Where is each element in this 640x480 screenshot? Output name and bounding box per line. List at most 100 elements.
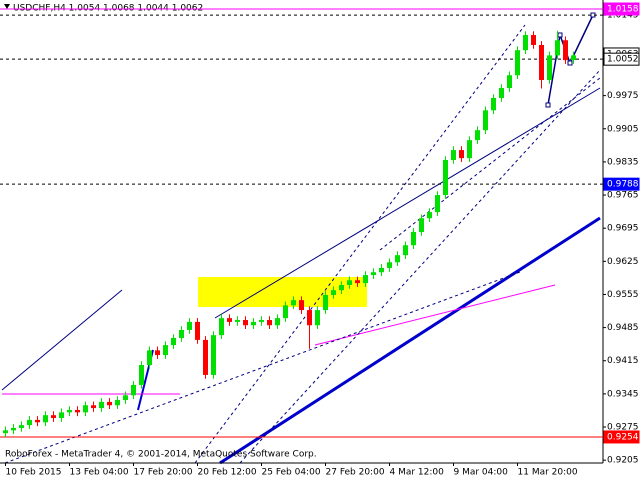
candle-body	[67, 409, 72, 413]
candle-body	[59, 412, 64, 419]
candle-body	[163, 345, 168, 356]
candle-body	[523, 35, 528, 51]
candle-body	[3, 430, 8, 434]
candle-body	[339, 284, 344, 291]
x-tick-label: 27 Feb 20:00	[326, 468, 385, 478]
candle-body	[395, 255, 400, 263]
trend-line	[314, 284, 556, 346]
candle-body	[75, 409, 80, 413]
candle-body	[107, 401, 112, 406]
candle-body	[19, 425, 24, 428]
candle-body	[491, 97, 496, 111]
candle-body	[563, 40, 568, 61]
symbol-icon	[4, 4, 10, 9]
forecast-point	[567, 60, 573, 66]
forecast-point	[557, 32, 563, 38]
candle-body	[171, 338, 176, 346]
candle-body	[299, 300, 304, 311]
price-label-box	[603, 430, 640, 444]
x-tick-label: 11 Mar 20:00	[518, 468, 578, 478]
candle-body	[379, 267, 384, 273]
x-tick-label: 4 Mar 12:00	[390, 468, 445, 478]
price-label: 1.0052	[607, 55, 639, 65]
candle-body	[355, 280, 360, 284]
y-tick-label: 0.9975	[607, 91, 639, 101]
candle-body	[371, 272, 376, 276]
candle-body	[435, 195, 440, 213]
candle-body	[27, 419, 32, 426]
x-tick-label: 10 Feb 2015	[6, 468, 62, 478]
candle-body	[219, 318, 224, 336]
y-tick-label: 0.9905	[607, 124, 639, 134]
candle-body	[443, 160, 448, 196]
y-tick-label: 0.9765	[607, 191, 639, 201]
y-tick-label: 0.9345	[607, 389, 639, 399]
x-tick-label: 25 Feb 04:00	[262, 468, 321, 478]
candle-body	[555, 40, 560, 56]
candle-body	[51, 415, 56, 419]
candle-body	[123, 395, 128, 401]
x-tick-label: 13 Feb 04:00	[70, 468, 129, 478]
candle-body	[363, 275, 368, 284]
y-tick-label: 0.9835	[607, 157, 639, 167]
candle-body	[451, 150, 456, 161]
candle-body	[387, 262, 392, 268]
candle-body	[411, 231, 416, 246]
candle-body	[43, 415, 48, 423]
candle-body	[235, 320, 240, 322]
candle-body	[227, 318, 232, 322]
candle-body	[131, 384, 136, 396]
candle-body	[459, 150, 464, 159]
candle-body	[467, 140, 472, 159]
x-tick-label: 17 Feb 20:00	[134, 468, 193, 478]
candle-body	[547, 55, 552, 81]
candle-body	[35, 419, 40, 423]
candle-body	[99, 401, 104, 409]
candle-body	[499, 88, 504, 98]
price-label-box	[603, 177, 640, 191]
candle-body	[403, 245, 408, 256]
footer-text: RoboForex - MetaTrader 4, © 2001-2014, M…	[5, 450, 317, 460]
candle-body	[115, 400, 120, 406]
y-tick-label: 0.9555	[607, 290, 639, 300]
forecast-point	[545, 102, 551, 108]
candle-body	[267, 320, 272, 326]
x-tick-label: 9 Mar 04:00	[454, 468, 509, 478]
candle-body	[419, 218, 424, 232]
candle-body	[251, 321, 256, 326]
y-tick-label: 0.9275	[607, 423, 639, 433]
candle-body	[155, 350, 160, 356]
candle-body	[283, 305, 288, 319]
price-label: 1.0158	[607, 4, 639, 14]
candle-body	[275, 318, 280, 326]
candle-body	[475, 130, 480, 141]
candle-body	[203, 339, 208, 375]
candle-body	[571, 55, 576, 61]
candle-body	[139, 365, 144, 385]
candle-body	[187, 321, 192, 330]
trend-lines	[1, 12, 601, 465]
candle-body	[531, 35, 536, 45]
trend-line	[1, 289, 123, 391]
candle-body	[83, 405, 88, 413]
candle-body	[483, 110, 488, 131]
candle-body	[539, 44, 544, 81]
candle-body	[195, 321, 200, 340]
channel-line	[4, 271, 521, 464]
candle-body	[211, 335, 216, 375]
y-tick-label: 0.9205	[607, 456, 639, 466]
candle-body	[347, 280, 352, 285]
candle-body	[147, 350, 152, 366]
candle-body	[259, 320, 264, 322]
trend-line	[214, 87, 601, 319]
candle-body	[331, 290, 336, 295]
channel-line	[239, 69, 601, 464]
candle-body	[315, 310, 320, 326]
candle-body	[179, 329, 184, 339]
candle-body	[291, 300, 296, 306]
candle-body	[307, 310, 312, 326]
x-tick-label: 20 Feb 12:00	[198, 468, 257, 478]
candle-body	[427, 212, 432, 219]
